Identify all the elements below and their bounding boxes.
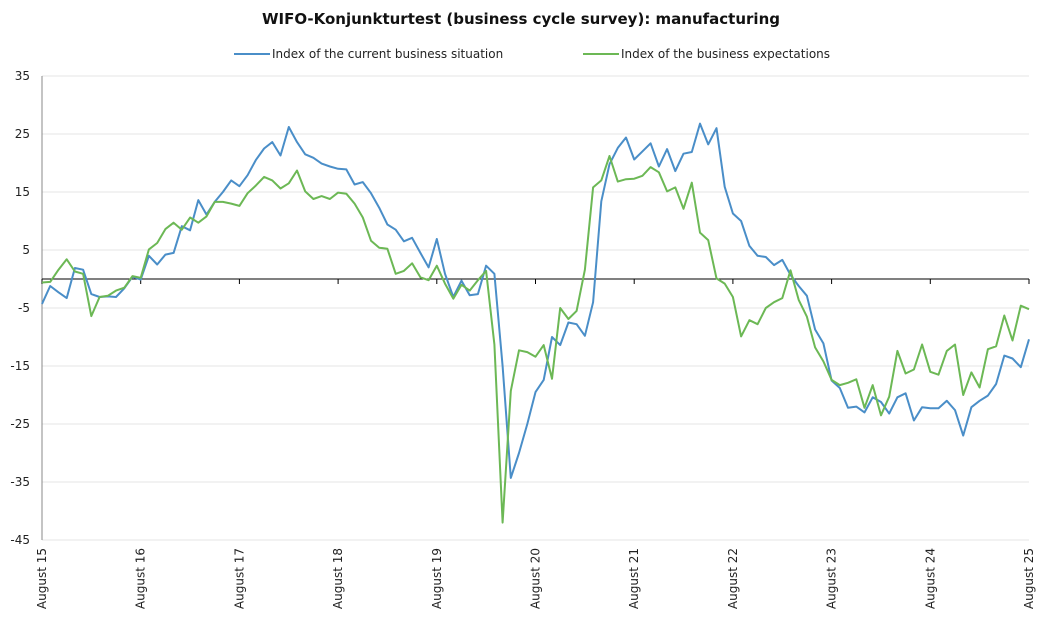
chart-title: WIFO-Konjunkturtest (business cycle surv… bbox=[262, 10, 780, 28]
x-tick-label: August 15 bbox=[35, 548, 49, 609]
y-tick-label: -5 bbox=[18, 301, 30, 315]
x-tick-label: August 18 bbox=[331, 548, 345, 609]
y-tick-label: -15 bbox=[10, 359, 30, 373]
y-tick-label: 15 bbox=[15, 185, 30, 199]
x-tick-label: August 22 bbox=[726, 548, 740, 609]
legend-label-2: Index of the business expectations bbox=[621, 47, 830, 61]
x-tick-label: August 20 bbox=[529, 548, 543, 609]
y-tick-label: -45 bbox=[10, 533, 30, 547]
y-tick-label: 25 bbox=[15, 127, 30, 141]
y-tick-label: 5 bbox=[22, 243, 30, 257]
x-tick-label: August 21 bbox=[627, 548, 641, 609]
series-line-2 bbox=[41, 155, 1030, 524]
x-tick-label: August 23 bbox=[825, 548, 839, 609]
x-tick-label: August 25 bbox=[1022, 548, 1036, 609]
legend-label-1: Index of the current business situation bbox=[272, 47, 503, 61]
x-tick-label: August 19 bbox=[430, 548, 444, 609]
x-tick-label: August 17 bbox=[232, 548, 246, 609]
y-tick-label: 35 bbox=[15, 69, 30, 83]
x-tick-label: August 16 bbox=[134, 548, 148, 609]
series-line-1 bbox=[41, 122, 1030, 479]
x-tick-label: August 24 bbox=[923, 548, 937, 609]
y-tick-label: -35 bbox=[10, 475, 30, 489]
y-tick-label: -25 bbox=[10, 417, 30, 431]
